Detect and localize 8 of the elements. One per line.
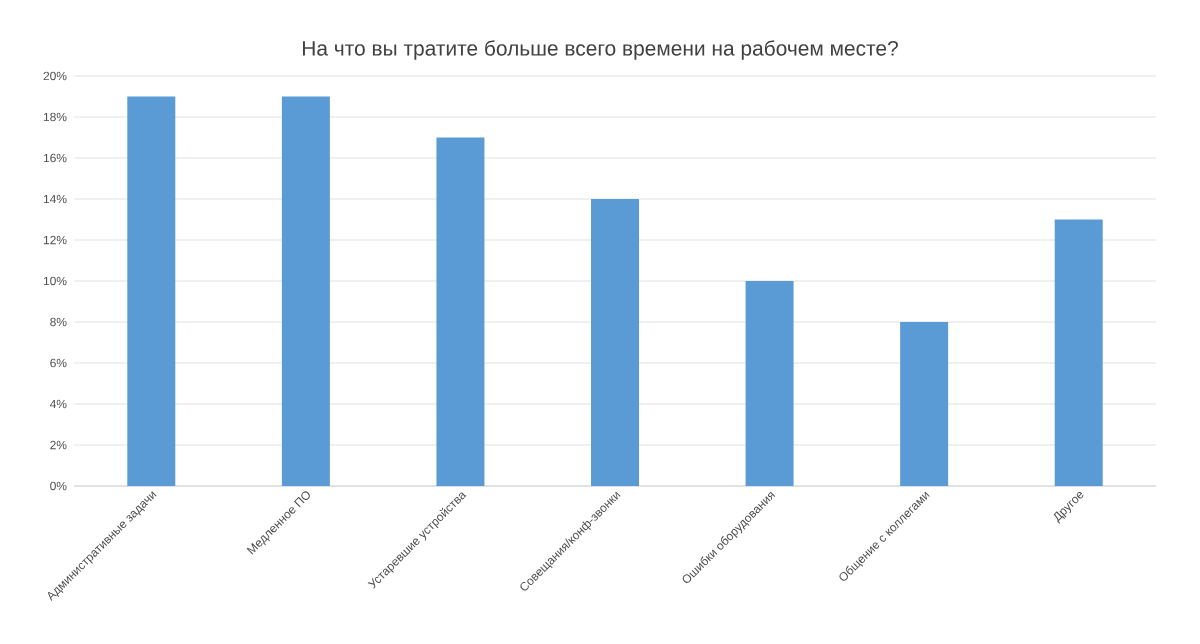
bar — [745, 281, 794, 486]
bar — [127, 96, 176, 486]
bar — [436, 137, 485, 486]
chart-title: На что вы тратите больше всего времени на рабочем месте? — [302, 40, 898, 60]
bar — [1054, 219, 1103, 486]
bar — [900, 322, 949, 486]
bar — [591, 199, 640, 486]
bar — [281, 96, 330, 486]
